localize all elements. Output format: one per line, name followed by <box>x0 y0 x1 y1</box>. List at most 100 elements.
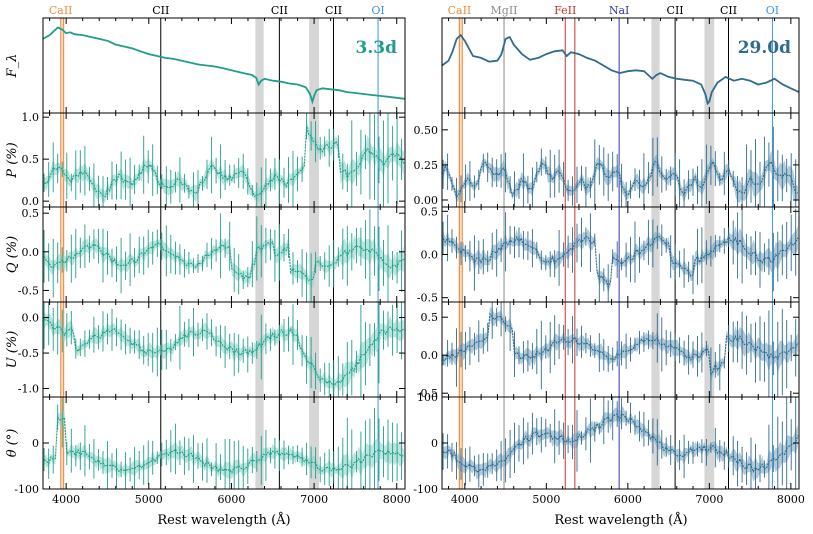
telluric-band <box>255 113 264 207</box>
telluric-band <box>704 302 715 397</box>
telluric-band <box>704 397 715 489</box>
x-tick-label: 6000 <box>614 493 642 506</box>
left-F-y-axis-label: F_λ <box>5 54 20 79</box>
line-label-CII: CII <box>325 4 342 17</box>
left-panel-F: F_λ <box>5 17 406 114</box>
y-tick-label: 1.0 <box>22 111 40 124</box>
left-U-y-axis-label: U (%) <box>5 331 20 369</box>
y-tick-label: 100 <box>417 391 438 404</box>
telluric-band <box>60 113 65 207</box>
telluric-band <box>60 18 65 113</box>
right-panel-F-frame <box>441 17 800 114</box>
y-tick-label: 0.0 <box>421 349 439 362</box>
y-tick-label: -0.5 <box>417 292 438 305</box>
right-theta-error-bars <box>442 397 797 489</box>
right-flux-spectrum <box>442 33 799 106</box>
y-tick-label: 0.0 <box>22 246 40 259</box>
right-panel-theta: -100 0 100 <box>413 391 800 496</box>
left-P-error-bars <box>43 113 403 207</box>
y-tick-label: 0.0 <box>421 249 439 262</box>
line-label-OI: OI <box>371 4 384 17</box>
telluric-band <box>458 18 463 113</box>
left-panel-theta: -100 0 θ (°) <box>5 396 406 496</box>
x-tick-label: 8000 <box>383 493 411 506</box>
y-tick-label: -1.0 <box>18 382 39 395</box>
right-panel-Q: -0.5 0.0 0.5 <box>417 205 800 305</box>
left-flux-spectrum <box>43 26 405 105</box>
right-panel-Q-plot-area <box>442 207 799 302</box>
left-panel-U: -1.0 -0.5 0.0U (%) <box>5 301 406 398</box>
y-tick-label: 0.5 <box>421 205 439 218</box>
x-tick-label: 5000 <box>532 493 560 506</box>
line-label-OI: OI <box>766 4 779 17</box>
y-tick-label: 0.5 <box>421 311 439 324</box>
right-panel-P: 0.00 0.25 0.50 <box>414 112 800 208</box>
left-theta-uncertainty-band <box>44 410 404 480</box>
y-tick-label: -0.5 <box>417 387 438 400</box>
left-U-series <box>44 319 405 388</box>
right-panel-U: -0.5 0.0 0.5 <box>417 301 800 400</box>
telluric-band <box>309 302 320 397</box>
telluric-band <box>458 397 463 489</box>
telluric-band <box>309 397 320 489</box>
line-label-CaII: CaII <box>448 4 472 17</box>
y-tick-label: 0.0 <box>22 312 40 325</box>
left-panel-U-plot-area <box>43 302 405 397</box>
line-label-CII: CII <box>152 4 169 17</box>
telluric-band <box>651 207 660 302</box>
y-tick-label: -100 <box>14 483 39 496</box>
right-epoch-label: 29.0d <box>738 38 791 58</box>
x-tick-label: 8000 <box>777 493 805 506</box>
left-theta-y-axis-label: θ (°) <box>5 429 20 458</box>
x-tick-label: 7000 <box>300 493 328 506</box>
left-Q-y-axis-label: Q (%) <box>5 236 20 273</box>
line-label-NaI: NaI <box>609 4 630 17</box>
left-Q-series <box>43 240 405 282</box>
y-tick-label: 0 <box>431 437 438 450</box>
right-panel-U-plot-area <box>442 302 799 397</box>
line-label-CII: CII <box>720 4 737 17</box>
line-label-CII: CII <box>271 4 288 17</box>
left-U-uncertainty-band <box>44 311 404 395</box>
right-theta-series <box>442 412 799 474</box>
telluric-band <box>255 207 264 302</box>
y-tick-label: 0.5 <box>22 153 40 166</box>
y-tick-label: -100 <box>413 483 438 496</box>
left-panel-theta-plot-area <box>43 397 405 489</box>
right-panel-P-plot-area <box>442 113 799 207</box>
x-tick-label: 6000 <box>217 493 245 506</box>
y-tick-label: 0.5 <box>22 207 40 220</box>
x-tick-label: 7000 <box>695 493 723 506</box>
y-tick-label: 0.25 <box>414 159 439 172</box>
line-label-MgII: MgII <box>491 4 518 17</box>
telluric-band <box>651 18 660 113</box>
left-P-y-axis-label: P (%) <box>5 142 20 178</box>
left-panel-P: 0.0 0.5 1.0 P (%) <box>5 111 406 208</box>
y-tick-label: -0.5 <box>18 284 39 297</box>
telluric-band <box>309 113 320 207</box>
line-label-CII: CII <box>667 4 684 17</box>
telluric-band <box>458 113 463 207</box>
telluric-band <box>255 18 264 113</box>
telluric-band <box>309 207 320 302</box>
left-panel-Q: -0.5 0.0 0.5 Q (%) <box>5 206 406 303</box>
left-U-error-bars <box>43 302 403 397</box>
y-tick-label: 0.0 <box>22 195 40 208</box>
x-tick-label: 4000 <box>451 493 479 506</box>
y-tick-label: -0.5 <box>18 347 39 360</box>
right-panel-F-plot-area <box>442 18 799 113</box>
right-Q-uncertainty-band <box>443 225 798 294</box>
telluric-band <box>255 397 264 489</box>
y-tick-label: 0.00 <box>414 194 439 207</box>
line-label-FeII: FeII <box>554 4 576 17</box>
line-label-CaII: CaII <box>49 4 73 17</box>
left-panel-P-plot-area <box>43 113 405 207</box>
left-panel-Q-plot-area <box>43 207 405 302</box>
right-Q-series <box>442 235 799 289</box>
right-U-series <box>442 312 799 377</box>
right-panel-theta-plot-area <box>442 397 799 489</box>
left-epoch-figure: F_λ0.00.51.0P (%)-0.50.00.5Q (%)-1.0-0.5… <box>5 4 411 506</box>
right-panel-F <box>441 17 800 114</box>
left-epoch-label: 3.3d <box>356 38 398 58</box>
